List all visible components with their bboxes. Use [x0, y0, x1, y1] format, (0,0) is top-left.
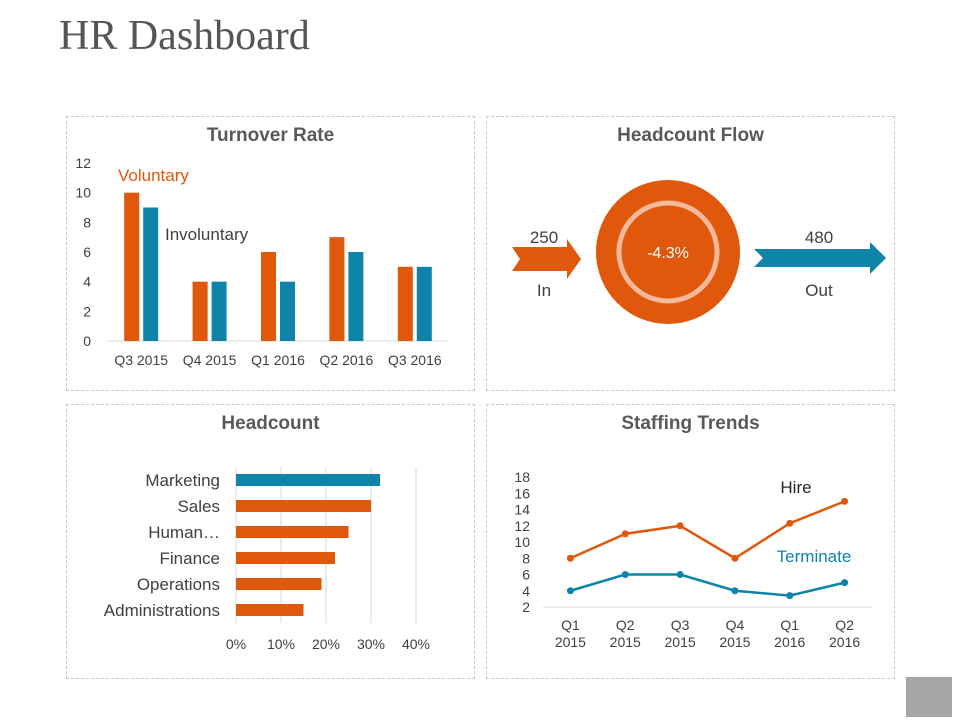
in-arrow-icon — [512, 239, 581, 279]
turnover-y-tick: 0 — [83, 333, 91, 349]
out-label: Out — [805, 281, 833, 300]
headcount-x-tick: 20% — [312, 636, 340, 652]
turnover-rate-chart: 0 2 4 6 8 10 12 Q3 2015 Q4 2015 Q1 2016 Q2 2016 Q3 … — [75, 155, 449, 368]
staffing-trends-title: Staffing Trends — [621, 413, 760, 434]
staffing-trends-panel: Staffing Trends 2 4 6 8 10 12 14 16 18 Q1 2015 Q2 20… — [486, 404, 895, 679]
staffing-point-hire — [841, 497, 849, 505]
turnover-y-tick: 12 — [75, 155, 91, 171]
headcount-x-tick: 30% — [357, 636, 385, 652]
turnover-y-tick: 4 — [83, 274, 91, 290]
staffing-x-tick: Q1 2015 — [555, 617, 586, 650]
turnover-bar-involuntary — [348, 252, 364, 341]
turnover-bar-involuntary — [280, 281, 295, 341]
staffing-point-hire — [786, 519, 794, 527]
headcount-bar — [236, 578, 322, 590]
staffing-x-tick: Q4 2015 — [719, 617, 750, 650]
staffing-y-tick: 18 — [514, 469, 530, 485]
turnover-rate-panel: Turnover Rate 0 2 4 6 8 10 12 Q3 2015 Q4 2015 Q1 … — [66, 116, 475, 391]
staffing-line-terminate — [570, 573, 845, 597]
staffing-y-tick: 8 — [522, 550, 530, 566]
staffing-point-terminate — [621, 571, 629, 578]
out-value: 480 — [805, 228, 833, 247]
staffing-x-tick: Q2 2016 — [829, 617, 860, 650]
turnover-bar-voluntary — [124, 192, 140, 341]
headcount-flow-title: Headcount Flow — [617, 125, 764, 146]
staffing-y-tick: 16 — [514, 485, 530, 501]
turnover-x-tick: Q3 2016 — [388, 352, 442, 368]
headcount-chart: 0% 10% 20% 30% 40% Marketing Sales Human… Financ… — [104, 467, 430, 652]
staffing-y-tick: 6 — [522, 567, 530, 583]
staffing-y-tick: 10 — [514, 534, 530, 550]
headcount-panel: Headcount 0% 10% 20% 30% 40% Marketing Sales Hu… — [66, 404, 475, 679]
headcount-category-label: Administrations — [104, 601, 220, 620]
staffing-line-hire — [569, 500, 846, 560]
turnover-bar-voluntary — [329, 237, 345, 341]
headcount-x-tick: 10% — [267, 636, 295, 652]
headcount-x-tick: 40% — [402, 636, 430, 652]
staffing-point-hire — [676, 522, 684, 530]
hire-label: Hire — [780, 478, 811, 497]
page-title: HR Dashboard — [59, 13, 310, 59]
headcount-x-tick: 0% — [226, 636, 246, 652]
turnover-y-tick: 6 — [83, 244, 91, 260]
turnover-y-tick: 10 — [75, 185, 91, 201]
staffing-point-hire — [621, 530, 629, 538]
headcount-category-label: Marketing — [145, 471, 220, 490]
headcount-flow-panel: Headcount Flow 250 In -4.3% 480 Out — [486, 116, 895, 391]
headcount-title: Headcount — [221, 413, 320, 434]
headcount-bar — [236, 474, 380, 486]
turnover-rate-title: Turnover Rate — [206, 125, 335, 146]
staffing-x-tick: Q1 2016 — [774, 617, 805, 650]
staffing-point-terminate — [786, 592, 794, 600]
headcount-category-label: Sales — [177, 497, 220, 516]
turnover-bar-voluntary — [397, 266, 413, 341]
staffing-y-tick: 12 — [514, 518, 530, 534]
turnover-y-tick: 8 — [83, 214, 91, 230]
in-value: 250 — [530, 228, 558, 247]
staffing-point-terminate — [731, 587, 739, 595]
headcount-bar — [236, 552, 335, 564]
staffing-point-terminate — [676, 571, 684, 578]
out-arrow-icon — [754, 242, 886, 274]
headcount-bar — [236, 526, 349, 538]
turnover-bar-involuntary — [211, 281, 227, 341]
change-value: -4.3% — [647, 245, 689, 262]
headcount-bar — [236, 604, 304, 616]
staffing-x-tick: Q3 2015 — [665, 617, 696, 650]
headcount-bar — [236, 500, 371, 512]
staffing-point-terminate — [566, 587, 574, 595]
staffing-point-hire — [566, 554, 574, 562]
turnover-bar-involuntary — [416, 266, 432, 341]
terminate-label: Terminate — [777, 547, 852, 566]
turnover-x-tick: Q4 2015 — [183, 352, 237, 368]
in-label: In — [537, 281, 551, 300]
staffing-y-tick: 14 — [514, 502, 530, 518]
turnover-bar-voluntary — [192, 281, 208, 341]
staffing-y-tick: 4 — [522, 583, 530, 599]
turnover-y-tick: 2 — [83, 303, 91, 319]
change-ring — [616, 200, 720, 304]
turnover-x-tick: Q3 2015 — [114, 352, 168, 368]
turnover-bar-voluntary — [261, 252, 276, 341]
staffing-y-tick: 2 — [522, 599, 530, 615]
turnover-x-tick: Q2 2016 — [320, 352, 374, 368]
staffing-point-hire — [731, 554, 739, 562]
turnover-x-tick: Q1 2016 — [251, 352, 305, 368]
staffing-point-terminate — [841, 579, 849, 587]
headcount-flow-diagram: 250 In -4.3% 480 Out — [512, 180, 886, 324]
headcount-category-label: Human… — [148, 523, 220, 542]
staffing-x-tick: Q2 2015 — [610, 617, 641, 650]
headcount-category-label: Operations — [137, 575, 220, 594]
involuntary-label: Involuntary — [165, 225, 249, 244]
headcount-category-label: Finance — [160, 549, 220, 568]
corner-block — [906, 677, 952, 717]
voluntary-label: Voluntary — [118, 166, 189, 185]
turnover-bar-involuntary — [143, 207, 159, 341]
